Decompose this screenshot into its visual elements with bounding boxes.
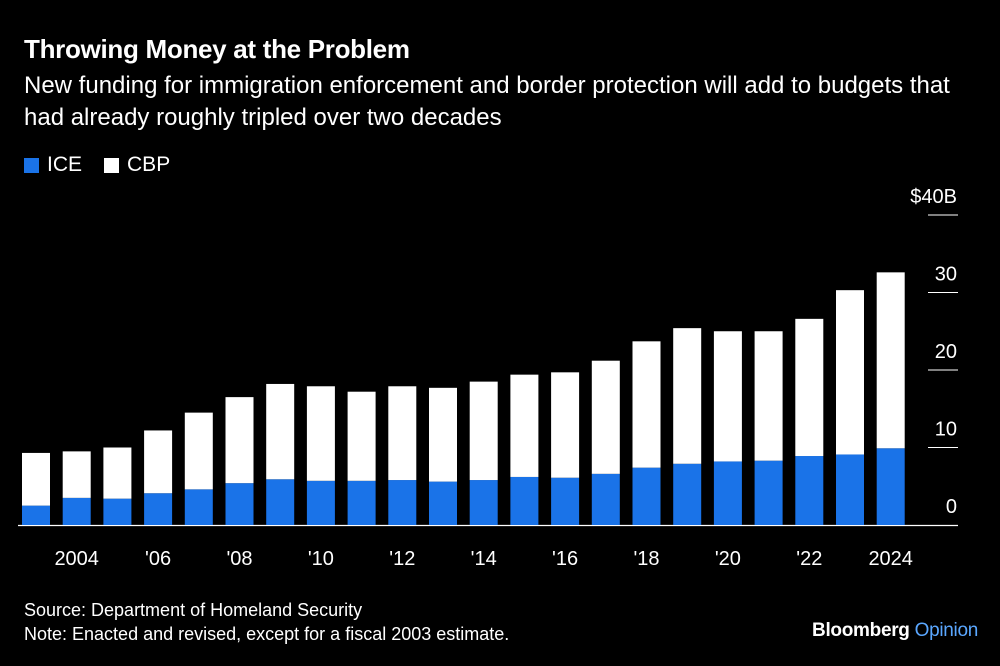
y-tick-label: 0 <box>946 496 957 518</box>
bar-cbp-2003 <box>22 452 50 506</box>
bar-cbp-2014 <box>469 381 498 481</box>
bar-ice-2008 <box>225 483 254 525</box>
bar-ice-2024 <box>876 448 905 525</box>
y-tick-label: 30 <box>935 264 957 286</box>
x-tick-label: '16 <box>552 548 578 570</box>
x-tick-label: 2004 <box>54 548 99 570</box>
x-tick-label: '08 <box>226 548 252 570</box>
x-tick-label: '18 <box>633 548 659 570</box>
brand-section: Opinion <box>914 620 979 641</box>
x-tick-label: '12 <box>389 548 415 570</box>
source-text: Source: Department of Homeland Security <box>24 600 363 620</box>
note-text: Note: Enacted and revised, except for a … <box>24 624 510 644</box>
bar-cbp-2018 <box>632 341 661 468</box>
bar-ice-2006 <box>144 493 173 525</box>
bar-cbp-2022 <box>795 318 824 457</box>
x-tick-label: 2024 <box>868 548 913 570</box>
bar-cbp-2019 <box>673 328 702 464</box>
bar-ice-2022 <box>795 456 824 525</box>
chart-title: Throwing Money at the Problem <box>24 34 410 64</box>
legend-swatch-cbp <box>104 157 120 173</box>
bar-ice-2021 <box>754 460 783 525</box>
chart-subtitle: New funding for immigration enforcement … <box>24 72 950 131</box>
bar-ice-2004 <box>62 497 91 525</box>
bar-cbp-2009 <box>266 383 295 480</box>
bar-ice-2003 <box>22 505 50 525</box>
bar-cbp-2008 <box>225 397 254 484</box>
bar-cbp-2016 <box>551 372 580 478</box>
bar-cbp-2005 <box>103 447 132 499</box>
bar-ice-2014 <box>469 480 498 525</box>
bar-cbp-2017 <box>591 360 620 474</box>
bar-ice-2012 <box>388 480 417 525</box>
bar-ice-2019 <box>673 463 702 525</box>
y-tick-label: 10 <box>935 419 957 441</box>
bar-ice-2007 <box>184 489 213 525</box>
bar-cbp-2015 <box>510 374 539 477</box>
x-tick-label: '10 <box>308 548 334 570</box>
legend-swatch-ice <box>24 157 39 173</box>
legend: ICE CBP <box>24 153 192 177</box>
bar-ice-2005 <box>103 498 132 525</box>
legend-label-ice: ICE <box>47 153 83 176</box>
x-tick-label: '20 <box>715 548 741 570</box>
bar-cbp-2012 <box>388 386 417 481</box>
y-tick-label: $40B <box>910 186 957 208</box>
bar-cbp-2020 <box>713 331 742 462</box>
bar-ice-2017 <box>591 473 620 525</box>
bar-cbp-2010 <box>306 386 335 481</box>
bar-cbp-2011 <box>347 391 376 481</box>
bar-ice-2009 <box>266 479 295 525</box>
brand-logo: Bloomberg Opinion <box>812 620 978 642</box>
legend-label-cbp: CBP <box>127 153 171 176</box>
x-tick-label: '22 <box>796 548 822 570</box>
legend-item-ice: ICE <box>24 153 82 177</box>
bar-cbp-2023 <box>836 290 864 455</box>
brand-name: Bloomberg <box>812 620 910 641</box>
bar-ice-2016 <box>551 477 580 525</box>
bar-ice-2013 <box>429 481 457 525</box>
footer-notes: Source: Department of Homeland Security … <box>24 598 509 646</box>
bar-cbp-2004 <box>62 451 91 498</box>
y-tick-label: 20 <box>935 341 957 363</box>
bar-cbp-2013 <box>429 387 457 482</box>
bar-ice-2015 <box>510 476 539 525</box>
bar-ice-2023 <box>836 454 864 525</box>
bar-cbp-2021 <box>754 331 783 461</box>
bar-cbp-2007 <box>184 412 213 490</box>
bar-ice-2020 <box>713 461 742 525</box>
legend-item-cbp: CBP <box>104 153 170 177</box>
bar-cbp-2024 <box>876 272 905 449</box>
bar-cbp-2006 <box>144 430 173 494</box>
x-tick-label: '14 <box>471 548 497 570</box>
bar-ice-2018 <box>632 467 661 525</box>
bar-ice-2011 <box>347 480 376 525</box>
bar-ice-2010 <box>306 480 335 525</box>
x-tick-label: '06 <box>145 548 171 570</box>
